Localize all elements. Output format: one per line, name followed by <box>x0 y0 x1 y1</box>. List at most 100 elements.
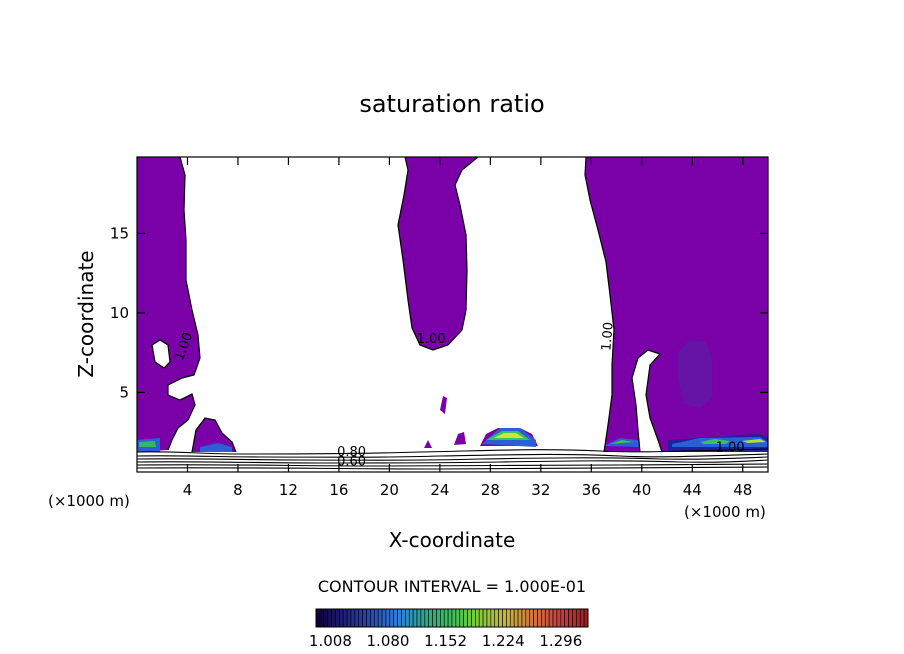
colorbar-tick-label: 1.008 <box>309 632 352 650</box>
x-tick-label: 8 <box>233 481 243 499</box>
contour-label: 0.80 <box>337 445 366 460</box>
colorbar-swatch <box>370 608 375 628</box>
x-tick-label: 44 <box>683 481 702 499</box>
colorbar-swatch <box>564 608 569 628</box>
colorbar-swatch <box>490 608 496 628</box>
contour-outlines <box>167 157 663 453</box>
colorbar-swatch <box>583 608 589 628</box>
colorbar-swatch <box>412 608 418 628</box>
colorbar <box>315 608 589 628</box>
y-tick-label: 15 <box>110 224 129 242</box>
colorbar-swatch <box>533 608 538 628</box>
colorbar-swatch <box>350 608 356 628</box>
colorbar-swatch <box>459 608 464 628</box>
colorbar-swatch <box>475 608 480 628</box>
colorbar-swatch <box>432 608 437 628</box>
x-tick-label: 16 <box>329 481 348 499</box>
colorbar-swatch <box>428 608 433 628</box>
colorbar-swatch <box>463 608 468 628</box>
x-tick-label: 32 <box>531 481 550 499</box>
x-tick-label: 36 <box>582 481 601 499</box>
colorbar-swatch <box>420 608 426 628</box>
colorbar-swatch <box>467 608 472 628</box>
colorbar-swatch <box>478 608 484 628</box>
colorbar-swatch <box>576 608 581 628</box>
colorbar-swatch <box>377 608 383 628</box>
colorbar-ticks: 1.008 1.080 1.152 1.224 1.296 <box>309 632 582 650</box>
colorbar-swatch <box>498 608 503 628</box>
colorbar-swatch <box>509 608 515 628</box>
colorbar-swatch <box>408 608 414 628</box>
colorbar-swatch <box>521 608 527 628</box>
x-tick-label: 4 <box>183 481 193 499</box>
colorbar-swatch <box>486 608 492 628</box>
y-tick-label: 5 <box>119 383 129 401</box>
x-tick-label: 24 <box>430 481 449 499</box>
colorbar-tick-label: 1.080 <box>367 632 410 650</box>
x-tick-label: 28 <box>481 481 500 499</box>
colorbar-swatch <box>342 608 348 628</box>
colorbar-swatch <box>541 608 546 628</box>
x-tick-label: 20 <box>380 481 399 499</box>
supersaturated-region-left <box>137 157 200 452</box>
colorbar-swatch <box>393 608 398 628</box>
supersaturated-region-right <box>585 157 768 452</box>
colorbar-swatch <box>436 608 441 628</box>
colorbar-swatch <box>506 608 511 628</box>
colorbar-swatch <box>513 608 519 628</box>
colorbar-swatch <box>416 608 422 628</box>
slightly-higher-patch <box>678 340 712 408</box>
dry-hole-left <box>151 339 171 369</box>
colorbar-swatch <box>401 608 406 628</box>
colorbar-swatch <box>544 608 550 628</box>
colorbar-swatch <box>397 608 402 628</box>
y-axis-label: Z-coordinate <box>74 250 98 377</box>
colorbar-swatch <box>548 608 554 628</box>
colorbar-swatch <box>447 608 453 628</box>
colorbar-swatch <box>525 608 531 628</box>
contour-label: 0.60 <box>337 455 366 470</box>
colorbar-swatch <box>471 608 476 628</box>
colorbar-swatch <box>482 608 488 628</box>
colorbar-tick-label: 1.296 <box>539 632 582 650</box>
colorbar-swatch <box>385 608 391 628</box>
x-tick-label: 40 <box>632 481 651 499</box>
colorbar-swatch <box>424 608 429 628</box>
colorbar-swatch <box>568 608 573 628</box>
colorbar-swatch <box>502 608 507 628</box>
supersaturated-blob-center-low2 <box>454 432 466 445</box>
colorbar-tick-label: 1.224 <box>482 632 525 650</box>
supersaturated-region-center <box>398 157 478 350</box>
colorbar-swatch <box>579 608 585 628</box>
colorbar-swatch <box>556 608 562 628</box>
colorbar-swatch <box>323 608 328 628</box>
x-tick-label: 12 <box>279 481 298 499</box>
contour-label: 1.00 <box>599 321 616 351</box>
colorbar-swatch <box>358 608 363 628</box>
colorbar-swatch <box>451 608 457 628</box>
colorbar-swatch <box>443 608 449 628</box>
colorbar-swatch <box>362 608 367 628</box>
supersaturated-blob-left <box>192 418 236 452</box>
y-tick-label: 10 <box>110 304 129 322</box>
colorbar-swatch <box>560 608 565 628</box>
contour-interval-text: CONTOUR INTERVAL = 1.000E-01 <box>318 577 586 596</box>
contour-label: 1.00 <box>417 332 446 347</box>
colorbar-swatch <box>455 608 461 628</box>
supersaturated-blob-center-low <box>424 440 432 448</box>
contour-label: 1.00 <box>716 440 745 455</box>
y-axis: 5 10 15 <box>110 224 768 401</box>
colorbar-swatch <box>381 608 387 628</box>
colorbar-swatch <box>315 608 321 628</box>
colorbar-swatch <box>537 608 542 628</box>
plot-frame <box>136 156 769 473</box>
x-tick-label: 48 <box>733 481 752 499</box>
x-axis: 4 8 12 16 20 24 28 32 36 40 44 48 <box>183 157 752 499</box>
chart-title: saturation ratio <box>359 90 544 118</box>
colorbar-swatch <box>335 608 340 628</box>
colorbar-swatch <box>354 608 360 628</box>
colorbar-tick-label: 1.152 <box>424 632 467 650</box>
colorbar-swatch <box>405 608 410 628</box>
colorbar-swatch <box>327 608 332 628</box>
